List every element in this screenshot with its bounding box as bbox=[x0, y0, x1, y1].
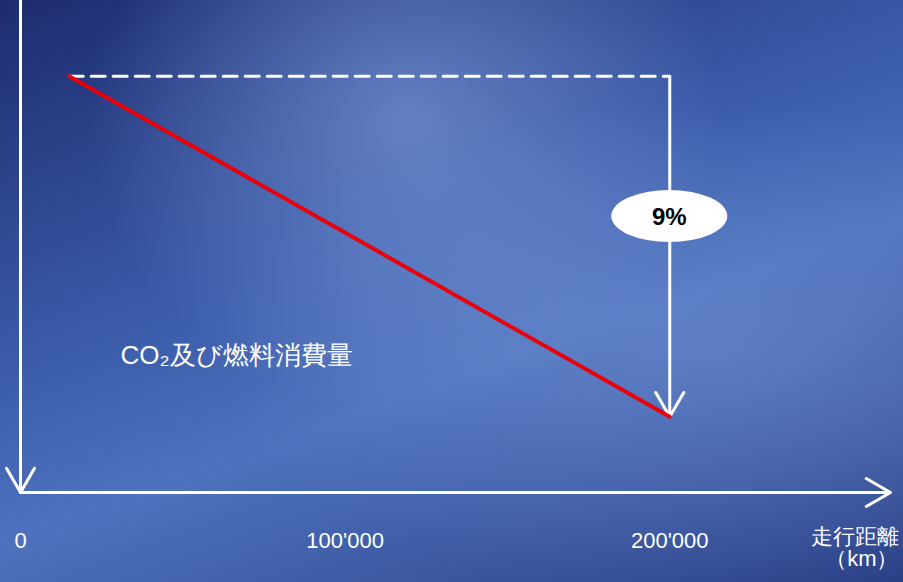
svg-text:0: 0 bbox=[14, 528, 26, 553]
svg-text:9%: 9% bbox=[652, 203, 687, 230]
svg-text:200'000: 200'000 bbox=[631, 528, 709, 553]
svg-text:CO₂及び燃料消費量: CO₂及び燃料消費量 bbox=[121, 340, 353, 370]
svg-text:走行距離（km）: 走行距離（km） bbox=[811, 524, 899, 571]
svg-text:100'000: 100'000 bbox=[306, 528, 384, 553]
